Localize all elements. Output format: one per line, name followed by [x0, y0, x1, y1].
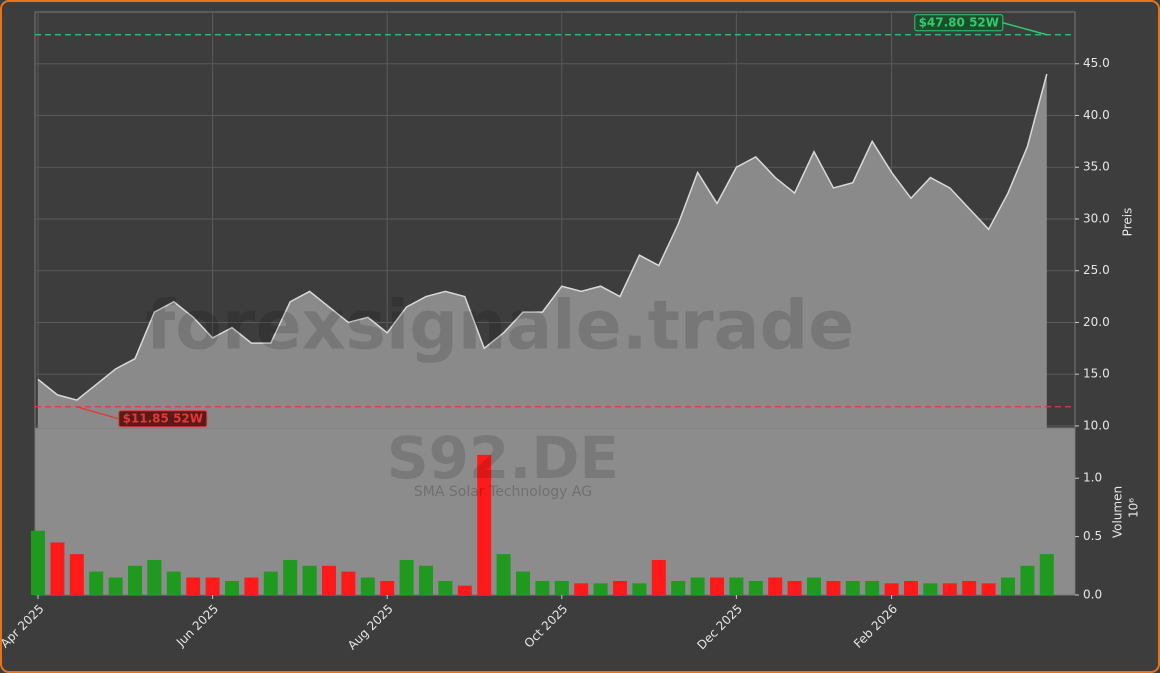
y-tick-label: 35.0: [1083, 160, 1110, 174]
volume-bar: [1039, 554, 1054, 595]
annotation-label: $11.85 52W: [123, 411, 203, 425]
volume-bar: [31, 530, 45, 595]
volume-bar: [593, 583, 608, 595]
volume-bar: [651, 559, 666, 595]
y-tick-label: 20.0: [1083, 315, 1110, 329]
volume-bar: [671, 580, 686, 595]
y-tick-label: 15.0: [1083, 367, 1110, 381]
annotation-label: $47.80 52W: [919, 15, 999, 29]
volume-bar: [147, 559, 162, 595]
volume-bar: [962, 580, 977, 595]
y-axis-label: Preis: [1121, 208, 1135, 237]
annotation-arrow: [1002, 22, 1047, 36]
volume-bar: [283, 559, 298, 595]
volume-bar: [845, 580, 860, 595]
volume-bar: [923, 583, 938, 595]
volume-bar: [186, 577, 201, 595]
volume-bar: [535, 580, 550, 595]
volume-bar: [128, 565, 142, 595]
y-tick-label: 40.0: [1083, 108, 1110, 122]
volume-bar: [69, 554, 84, 595]
volume-bar: [1001, 577, 1015, 595]
volume-bar: [554, 580, 569, 595]
volume-bar: [904, 580, 918, 595]
volume-bar: [244, 577, 259, 595]
volume-bar: [690, 577, 705, 595]
volume-bar: [205, 577, 220, 595]
volume-bar: [341, 571, 356, 595]
volume-bar: [302, 565, 317, 595]
symbol-watermark: S92.DE: [387, 424, 619, 492]
volume-bar: [710, 577, 724, 595]
annotation-box: [118, 410, 208, 428]
volume-bar: [632, 583, 647, 595]
volume-bar: [787, 580, 802, 595]
volume-bar: [438, 580, 453, 595]
volume-bar: [322, 565, 336, 595]
volume-bar: [574, 583, 589, 595]
volume-bar: [380, 580, 395, 595]
volume-bar: [108, 577, 123, 595]
y2-multiplier: 10⁶: [1127, 498, 1141, 518]
y-tick-label: 30.0: [1083, 211, 1110, 225]
volume-bar: [613, 580, 627, 595]
volume-bar: [748, 580, 763, 595]
volume-bar: [477, 454, 492, 595]
volume-bar: [826, 580, 841, 595]
volume-bar: [981, 583, 996, 595]
volume-bar: [729, 577, 744, 595]
price-area: [38, 74, 1047, 429]
volume-bar: [1020, 565, 1035, 595]
volume-bar: [496, 554, 511, 595]
annotation-box: [914, 14, 1004, 32]
volume-bar: [399, 559, 414, 595]
y-tick-label: 45.0: [1083, 56, 1110, 70]
volume-bar: [89, 571, 104, 595]
y-tick-label: 25.0: [1083, 263, 1110, 277]
volume-bar: [225, 580, 239, 595]
volume-bar: [807, 577, 821, 595]
volume-bar: [516, 571, 530, 595]
volume-bar: [457, 585, 472, 595]
volume-bar: [942, 583, 957, 595]
volume-bar: [865, 580, 880, 595]
y2-tick-label: 0.0: [1083, 588, 1102, 602]
company-watermark: SMA Solar Technology AG: [414, 484, 592, 500]
volume-bar: [360, 577, 375, 595]
volume-bar: [419, 565, 433, 595]
annotation-arrow: [76, 406, 120, 420]
y-tick-label: 10.0: [1083, 418, 1110, 432]
y2-axis-label: Volumen: [1111, 486, 1125, 538]
volume-bar: [50, 542, 65, 595]
price-line: [37, 73, 1048, 401]
volume-bar: [263, 571, 278, 595]
watermark: forexsignale.trade: [146, 287, 855, 366]
y2-tick-label: 1.0: [1083, 471, 1102, 485]
y2-tick-label: 0.5: [1083, 529, 1102, 543]
volume-bar: [166, 571, 181, 595]
volume-bar: [884, 583, 899, 595]
volume-bar: [768, 577, 783, 595]
